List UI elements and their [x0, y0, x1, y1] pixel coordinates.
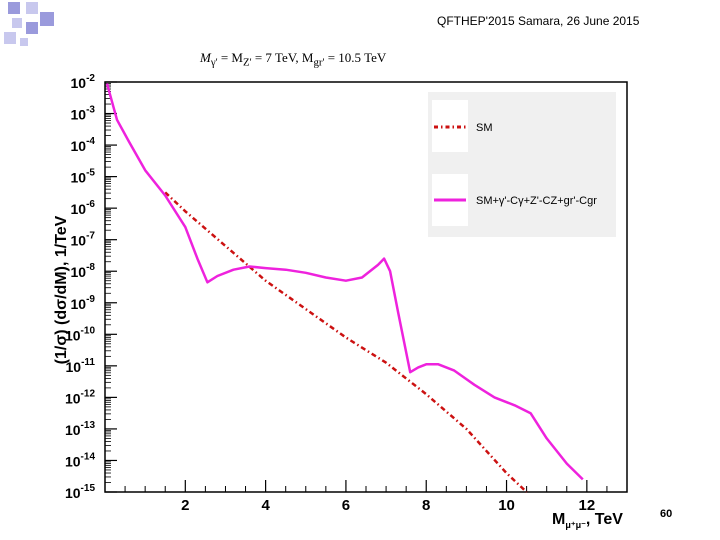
y-tick-label: 10-15: [65, 483, 95, 501]
corner-square: [4, 32, 16, 44]
y-tick-base: 10: [71, 264, 87, 280]
title-part: = M: [217, 50, 243, 65]
corner-square: [20, 38, 28, 46]
x-axis-label: Mμ⁺μ⁻, TeV: [552, 511, 623, 530]
y-tick-base: 10: [71, 201, 87, 217]
y-tick-exponent: -4: [86, 136, 95, 147]
y-tick-label: 10-11: [66, 357, 96, 375]
title-part: = 7 TeV, M: [251, 50, 314, 65]
y-tick-exponent: -9: [86, 294, 95, 305]
x-tick-label: 10: [498, 497, 515, 514]
y-tick-exponent: -13: [81, 420, 96, 431]
y-tick-exponent: -15: [81, 483, 96, 494]
y-tick-label: 10-9: [71, 294, 96, 312]
corner-square: [26, 22, 38, 34]
y-tick-base: 10: [71, 170, 87, 186]
x-tick-label: 2: [181, 497, 189, 514]
y-tick-exponent: -3: [86, 105, 95, 116]
y-tick-base: 10: [65, 390, 81, 406]
chart-title: Mγ' = MZ' = 7 TeV, Mgr' = 10.5 TeV: [200, 50, 386, 69]
y-tick-base: 10: [66, 359, 82, 375]
y-tick-base: 10: [71, 75, 87, 91]
corner-square: [12, 18, 22, 28]
x-tick-label: 12: [579, 497, 596, 514]
y-tick-base: 10: [71, 233, 87, 249]
y-tick-exponent: -6: [86, 199, 95, 210]
x-tick-label: 8: [422, 497, 430, 514]
corner-square: [8, 2, 20, 14]
slide-header: QFTHEP'2015 Samara, 26 June 2015: [437, 14, 640, 28]
y-tick-label: 10-4: [71, 136, 96, 154]
y-tick-exponent: -8: [86, 262, 95, 273]
y-tick-exponent: -12: [81, 388, 96, 399]
series-line-signal: [105, 83, 584, 481]
y-tick-base: 10: [65, 327, 81, 343]
page-number: 60: [660, 508, 673, 520]
y-tick-exponent: -11: [81, 357, 95, 368]
y-axis-label: (1/σ) (dσ/dM), 1/TeV: [53, 215, 70, 364]
x-axis-label-sub: μ⁺μ⁻: [565, 520, 586, 530]
y-tick-label: 10-2: [71, 73, 96, 91]
y-tick-base: 10: [71, 107, 87, 123]
title-part: = 10.5 TeV: [324, 50, 387, 65]
title-part: M: [200, 50, 211, 65]
y-tick-label: 10-14: [65, 451, 95, 469]
y-tick-exponent: -5: [86, 168, 95, 179]
corner-square: [26, 2, 38, 14]
legend-sm-label: SM: [476, 122, 493, 134]
y-tick-exponent: -7: [86, 231, 95, 242]
y-tick-base: 10: [71, 138, 87, 154]
y-tick-label: 10-7: [71, 231, 96, 249]
y-tick-label: 10-13: [65, 420, 95, 438]
title-subscript: Z': [242, 56, 252, 69]
y-tick-base: 10: [65, 485, 81, 501]
y-tick-exponent: -10: [81, 325, 96, 336]
legend-signal-label: SM+γ'-Cγ+Z'-CZ+gr'-Cgr: [476, 195, 597, 207]
x-axis-label-unit: , TeV: [586, 511, 623, 528]
y-tick-label: 10-8: [71, 262, 96, 280]
series-line-sm: [164, 191, 528, 493]
y-tick-label: 10-6: [71, 199, 96, 217]
y-tick-label: 10-3: [71, 105, 96, 123]
y-tick-exponent: -14: [81, 451, 96, 462]
title-subscript: gr': [313, 56, 325, 69]
y-tick-base: 10: [65, 422, 81, 438]
title-subscript: γ': [210, 56, 218, 69]
x-tick-label: 4: [261, 497, 270, 514]
x-tick-label: 6: [342, 497, 350, 514]
corner-square: [40, 12, 54, 26]
y-tick-label: 10-5: [71, 168, 96, 186]
y-tick-base: 10: [65, 453, 81, 469]
y-tick-label: 10-10: [65, 325, 95, 343]
y-tick-label: 10-12: [65, 388, 95, 406]
y-tick-exponent: -2: [86, 73, 95, 84]
y-tick-base: 10: [71, 296, 87, 312]
x-axis-label-main: M: [552, 511, 565, 528]
